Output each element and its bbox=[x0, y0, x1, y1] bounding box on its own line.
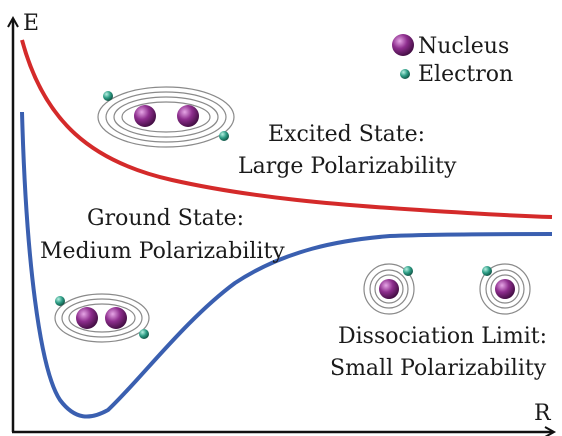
orbital-ring bbox=[490, 274, 520, 304]
nucleus-icon bbox=[76, 307, 98, 329]
ground-state-title: Ground State: bbox=[87, 206, 244, 231]
excited-state-molecule bbox=[97, 86, 235, 148]
electron-icon bbox=[103, 91, 113, 101]
legend-electron-icon bbox=[400, 69, 410, 79]
dissociated-atom-left bbox=[363, 263, 415, 315]
y-axis-arrowhead bbox=[7, 15, 19, 28]
ground-state-curve bbox=[20, 111, 553, 419]
orbital-ring bbox=[113, 96, 219, 138]
ground-state-label: Ground State: Medium Polarizability bbox=[40, 206, 285, 264]
orbital-ring bbox=[105, 91, 227, 143]
electron-icon bbox=[219, 131, 229, 141]
legend-electron-label: Electron bbox=[418, 62, 513, 87]
orbital-ring bbox=[485, 269, 525, 309]
nucleus-icon bbox=[134, 105, 156, 127]
electron-icon bbox=[482, 266, 492, 276]
excited-state-title: Excited State: bbox=[268, 122, 425, 147]
ground-state-subtitle: Medium Polarizability bbox=[40, 239, 285, 264]
electron-icon bbox=[139, 329, 149, 339]
x-axis-label: R bbox=[534, 401, 552, 426]
nucleus-icon bbox=[105, 307, 127, 329]
orbital-ring bbox=[374, 274, 404, 304]
orbital-ring bbox=[363, 263, 415, 315]
y-axis-label: E bbox=[23, 11, 39, 36]
orbital-ring bbox=[369, 269, 409, 309]
electron-icon bbox=[403, 266, 413, 276]
dissociation-label: Dissociation Limit: Small Polarizability bbox=[330, 324, 547, 381]
excited-state-curve bbox=[20, 39, 553, 219]
excited-state-subtitle: Large Polarizability bbox=[238, 154, 457, 179]
x-axis-arrowhead bbox=[544, 426, 557, 436]
orbital-ring bbox=[97, 86, 235, 148]
ground-state-molecule bbox=[54, 293, 150, 343]
orbital-ring bbox=[54, 293, 150, 343]
dissociated-atom-right bbox=[479, 263, 531, 315]
nucleus-icon bbox=[379, 279, 399, 299]
nucleus-icon bbox=[177, 105, 199, 127]
orbital-ring bbox=[68, 303, 136, 333]
legend-nucleus-icon bbox=[392, 34, 414, 56]
excited-state-label: Excited State: Large Polarizability bbox=[238, 122, 457, 179]
dissociation-subtitle: Small Polarizability bbox=[330, 356, 547, 381]
nucleus-icon bbox=[495, 279, 515, 299]
orbital-ring bbox=[61, 298, 143, 338]
electron-icon bbox=[55, 296, 65, 306]
legend: Nucleus Electron bbox=[392, 34, 513, 87]
axes: E R bbox=[7, 11, 557, 436]
orbital-ring bbox=[121, 101, 211, 133]
orbital-ring bbox=[479, 263, 531, 315]
legend-nucleus-label: Nucleus bbox=[418, 34, 509, 59]
dissociation-title: Dissociation Limit: bbox=[338, 324, 547, 349]
